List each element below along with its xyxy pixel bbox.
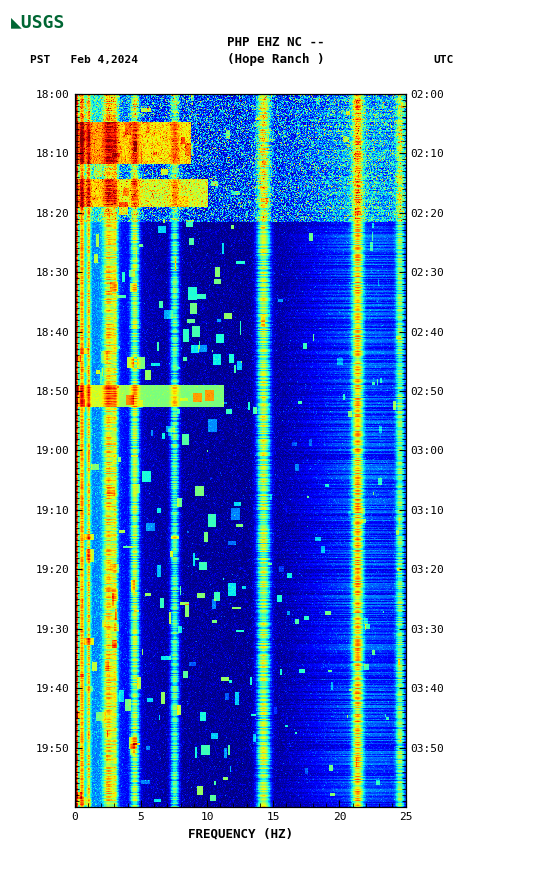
Text: UTC: UTC	[433, 54, 454, 65]
X-axis label: FREQUENCY (HZ): FREQUENCY (HZ)	[188, 828, 293, 840]
Text: ◣USGS: ◣USGS	[11, 13, 66, 31]
Text: (Hope Ranch ): (Hope Ranch )	[227, 54, 325, 66]
Text: PHP EHZ NC --: PHP EHZ NC --	[227, 37, 325, 49]
Text: PST   Feb 4,2024: PST Feb 4,2024	[30, 54, 139, 65]
